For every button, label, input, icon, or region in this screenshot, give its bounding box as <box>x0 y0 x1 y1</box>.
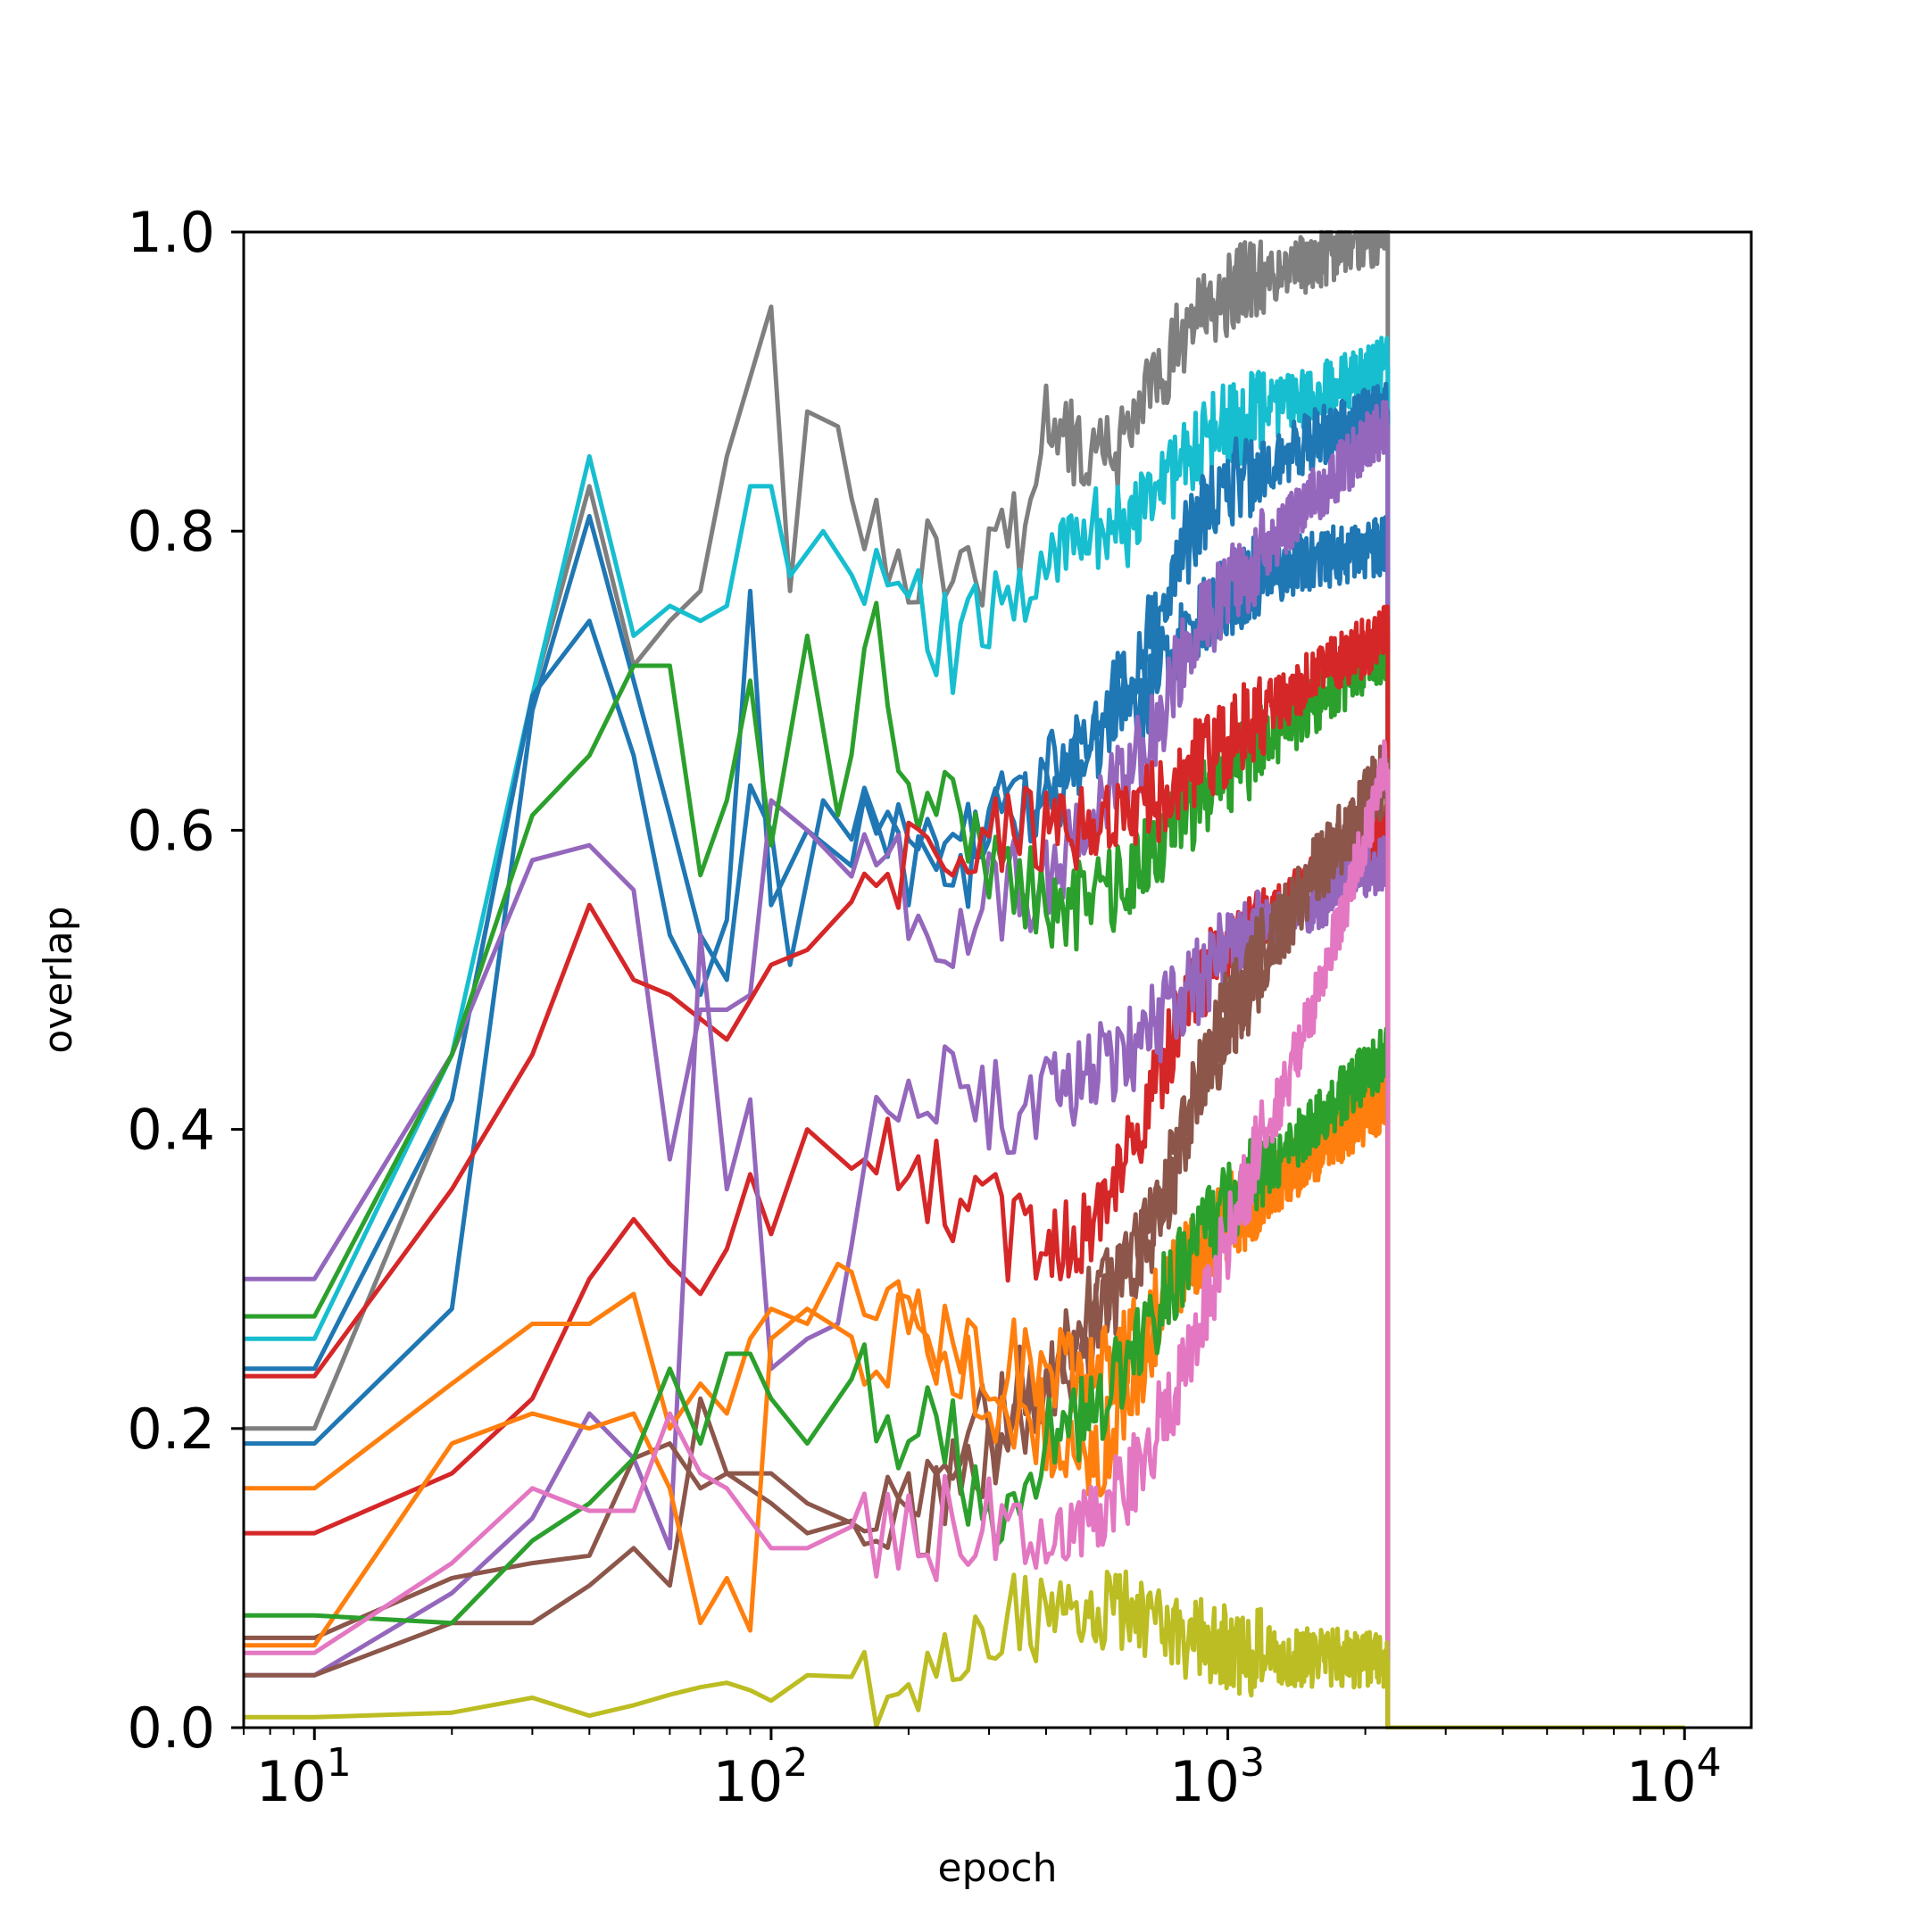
series-line-7 <box>244 604 1685 1729</box>
x-tick-label: 103 <box>1169 1740 1265 1814</box>
series-line-2 <box>244 336 1685 1729</box>
y-tick-label: 0.4 <box>127 1098 215 1163</box>
series-line-14 <box>244 1026 1685 1729</box>
series-line-4 <box>244 513 1685 1729</box>
series-line-15 <box>244 739 1685 1729</box>
series-line-13 <box>244 1061 1685 1729</box>
x-tick-label: 102 <box>712 1740 808 1814</box>
y-tick-label: 0.8 <box>127 499 215 564</box>
y-tick-label: 0.2 <box>127 1397 215 1462</box>
series-line-11 <box>244 755 1685 1729</box>
series-line-9 <box>244 834 1685 1729</box>
series-line-3 <box>244 381 1685 1729</box>
series-line-5 <box>244 400 1685 1729</box>
y-tick-label: 0.6 <box>127 798 215 863</box>
x-tick-label: 101 <box>256 1740 352 1814</box>
series-line-16 <box>244 1569 1685 1729</box>
ticks-layer: 0.0 0.2 0.4 0.6 0.8 1.0 101 102 103 104 <box>127 200 1721 1814</box>
y-tick-label: 1.0 <box>127 200 215 265</box>
y-tick-label: 0.0 <box>127 1696 215 1761</box>
plot-frame <box>242 230 1753 1729</box>
series-line-12 <box>244 1069 1685 1729</box>
y-axis-label: overlap <box>36 906 81 1053</box>
series-layer <box>244 230 1685 1729</box>
x-tick-label: 104 <box>1626 1740 1722 1814</box>
x-axis-label: epoch <box>938 1845 1058 1891</box>
